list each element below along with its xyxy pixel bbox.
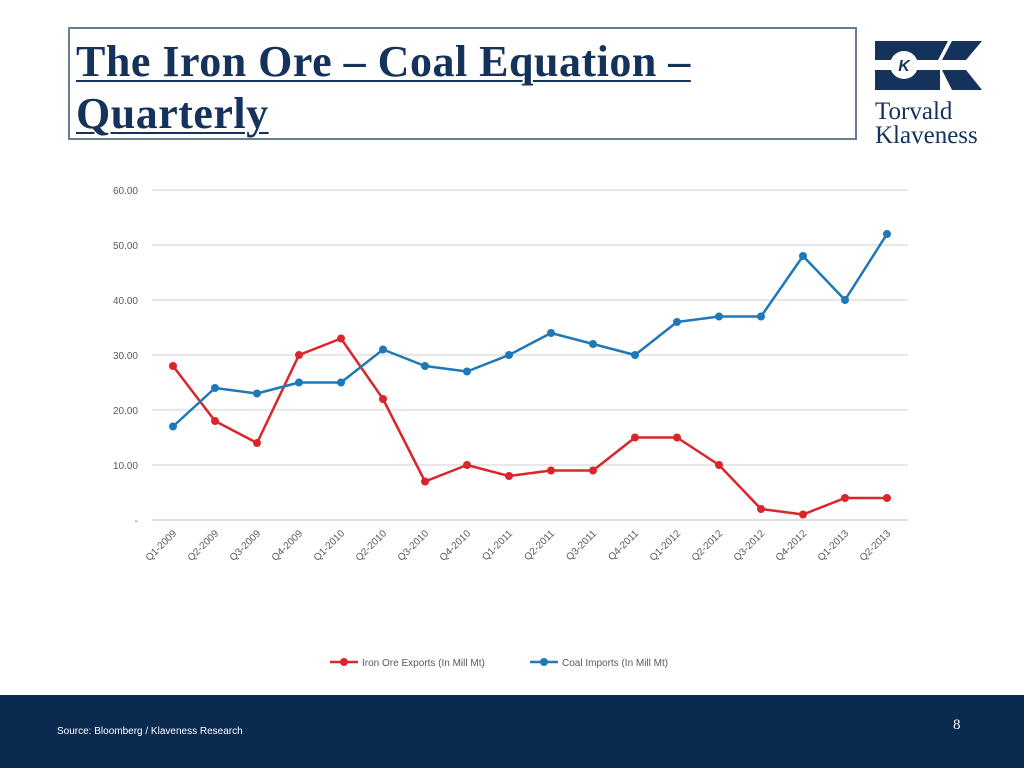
y-tick-label: 40.00 <box>113 296 138 307</box>
data-point <box>799 252 807 260</box>
data-point <box>757 505 765 513</box>
legend-marker <box>540 658 548 666</box>
x-tick-label: Q2-2010 <box>354 528 390 564</box>
svg-text:K: K <box>898 58 911 75</box>
data-point <box>463 367 471 376</box>
data-point <box>337 334 345 343</box>
x-tick-label: Q3-2012 <box>732 528 768 564</box>
title-box <box>68 27 857 140</box>
data-point <box>631 351 639 359</box>
source-note: Source: Bloomberg / Klaveness Research <box>57 726 243 737</box>
y-tick-label: 30.00 <box>113 351 138 362</box>
x-tick-label: Q1-2013 <box>816 528 852 564</box>
data-point <box>883 494 891 502</box>
x-tick-label: Q2-2009 <box>186 528 222 564</box>
y-tick-label: - <box>135 516 138 527</box>
data-point <box>169 422 177 431</box>
data-point <box>715 461 723 469</box>
legend-marker <box>340 658 348 666</box>
page-number: 8 <box>953 717 961 733</box>
data-point <box>841 494 849 502</box>
series-line-iron-ore <box>172 337 887 516</box>
x-tick-label: Q1-2009 <box>144 528 180 564</box>
x-tick-label: Q2-2012 <box>690 528 726 564</box>
data-point <box>715 312 723 321</box>
data-point <box>295 351 303 359</box>
logo-wordmark: Torvald Klaveness <box>875 98 978 149</box>
x-tick-label: Q1-2012 <box>648 528 684 564</box>
data-point <box>799 510 807 519</box>
data-point <box>631 433 639 442</box>
data-point <box>673 433 681 442</box>
x-tick-label: Q4-2012 <box>774 528 810 564</box>
data-point <box>589 340 597 348</box>
data-point <box>505 351 513 359</box>
x-tick-label: Q2-2013 <box>858 528 894 564</box>
y-tick-label: 20.00 <box>113 406 138 417</box>
data-point <box>589 466 597 475</box>
y-tick-label: 10.00 <box>113 461 138 472</box>
data-point <box>211 417 219 425</box>
y-tick-label: 50.00 <box>113 241 138 252</box>
y-tick-label: 60.00 <box>113 186 138 197</box>
legend-label: Coal Imports (In Mill Mt) <box>562 658 668 669</box>
footer-bar <box>0 695 1024 768</box>
data-point <box>841 296 849 304</box>
data-point <box>379 395 387 403</box>
logo-line-1: Torvald <box>875 98 953 125</box>
data-point <box>757 312 765 321</box>
legend-label: Iron Ore Exports (In Mill Mt) <box>362 658 485 669</box>
x-tick-label: Q3-2011 <box>564 528 599 563</box>
data-point <box>505 472 513 480</box>
data-point <box>421 477 429 486</box>
x-tick-label: Q4-2009 <box>270 528 306 564</box>
data-point <box>211 384 219 392</box>
data-point <box>253 439 261 447</box>
data-point <box>379 345 387 354</box>
data-point <box>673 318 681 326</box>
data-point <box>337 378 345 387</box>
data-point <box>421 362 429 370</box>
slide-title: The Iron Ore – Coal Equation – Quarterly <box>76 36 691 140</box>
x-tick-label: Q4-2010 <box>438 528 474 564</box>
x-tick-label: Q3-2009 <box>228 528 264 564</box>
data-point <box>883 230 891 238</box>
klaveness-logo-icon: K <box>875 41 982 90</box>
series-line-coal <box>172 233 889 428</box>
x-tick-label: Q4-2011 <box>606 528 641 563</box>
x-tick-label: Q1-2010 <box>312 528 348 564</box>
x-tick-label: Q3-2010 <box>396 528 432 564</box>
title-line-2: Quarterly <box>76 89 269 138</box>
x-tick-label: Q2-2011 <box>522 528 557 563</box>
data-point <box>463 461 471 469</box>
title-line-1: The Iron Ore – Coal Equation – <box>76 37 691 86</box>
data-point <box>253 389 261 398</box>
data-point <box>295 378 303 387</box>
logo-line-2: Klaveness <box>875 122 978 149</box>
data-point <box>547 466 555 475</box>
x-tick-label: Q1-2011 <box>480 528 515 563</box>
data-point <box>169 362 177 370</box>
data-point <box>547 329 555 337</box>
